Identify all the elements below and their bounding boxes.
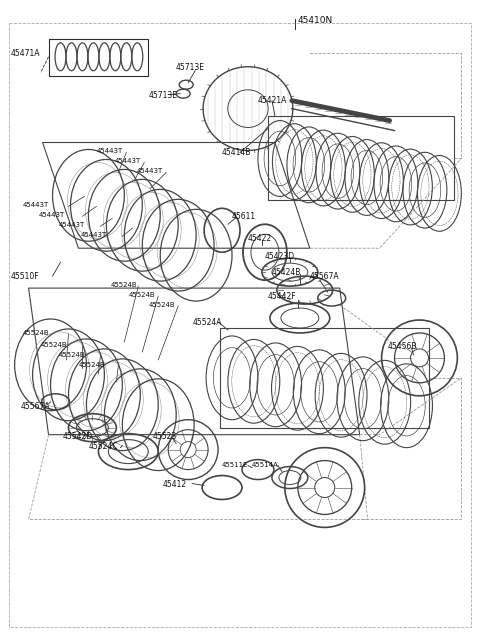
- Text: 45524B: 45524B: [78, 362, 105, 368]
- Text: 45471A: 45471A: [11, 49, 40, 58]
- Text: 45514A: 45514A: [252, 462, 279, 467]
- Text: 45611: 45611: [232, 212, 256, 221]
- Text: 45443T: 45443T: [23, 203, 49, 208]
- Text: 45442F: 45442F: [268, 292, 297, 301]
- Text: 45524C: 45524C: [88, 442, 118, 451]
- Text: 45412: 45412: [162, 479, 186, 488]
- Text: 45510F: 45510F: [11, 272, 39, 281]
- Text: 45524B: 45524B: [41, 342, 67, 348]
- Text: 45713E: 45713E: [148, 90, 177, 99]
- Text: 45713E: 45713E: [175, 63, 204, 72]
- Text: 45523: 45523: [152, 431, 177, 440]
- Text: 45443T: 45443T: [38, 212, 65, 219]
- Text: 45524B: 45524B: [128, 292, 155, 298]
- Text: 45423D: 45423D: [265, 252, 295, 261]
- Text: 45443T: 45443T: [81, 232, 107, 238]
- Text: 45567A: 45567A: [21, 402, 50, 411]
- Text: 45443T: 45443T: [114, 158, 141, 165]
- Text: 45567A: 45567A: [310, 272, 339, 281]
- Text: 45524B: 45524B: [148, 302, 175, 308]
- Text: 45524B: 45524B: [59, 352, 85, 358]
- Text: 45410N: 45410N: [298, 16, 333, 25]
- Text: 45443T: 45443T: [59, 222, 85, 228]
- Text: 45443T: 45443T: [136, 169, 163, 174]
- Text: 45542D: 45542D: [62, 431, 93, 440]
- Text: 45421A: 45421A: [258, 96, 288, 104]
- Text: 45456B: 45456B: [387, 342, 417, 351]
- Text: 45424B: 45424B: [272, 268, 301, 277]
- Text: 45422: 45422: [248, 234, 272, 243]
- Text: 45524B: 45524B: [110, 282, 137, 288]
- Text: 45443T: 45443T: [96, 149, 123, 154]
- Text: 45511E: 45511E: [222, 462, 249, 467]
- Text: 45524B: 45524B: [23, 330, 49, 336]
- Text: 45414B: 45414B: [222, 149, 252, 158]
- Text: 45524A: 45524A: [192, 318, 222, 327]
